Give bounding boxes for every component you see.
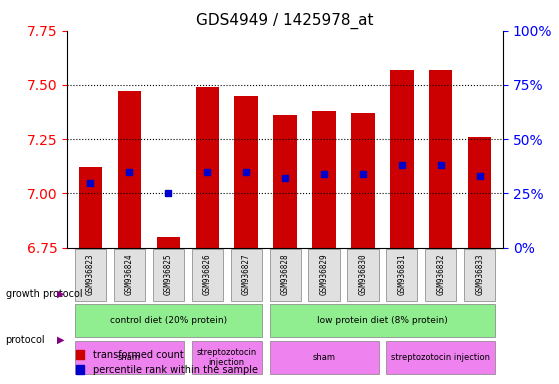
Bar (196, 87, 219, 248)
Text: GSM936830: GSM936830 (358, 254, 367, 295)
FancyBboxPatch shape (231, 249, 262, 301)
FancyBboxPatch shape (269, 249, 301, 301)
Text: sham: sham (312, 353, 335, 362)
Bar (468, 137, 491, 248)
FancyBboxPatch shape (269, 341, 378, 374)
FancyBboxPatch shape (464, 249, 495, 301)
Text: sham: sham (118, 353, 141, 362)
FancyBboxPatch shape (347, 249, 378, 301)
Bar (351, 113, 375, 248)
Text: low protein diet (8% protein): low protein diet (8% protein) (317, 316, 448, 325)
Bar (429, 70, 452, 248)
Text: GSM936828: GSM936828 (281, 254, 290, 295)
Text: streptozotocin injection: streptozotocin injection (391, 353, 490, 362)
Bar (157, 237, 180, 248)
FancyBboxPatch shape (75, 304, 262, 337)
Bar (234, 96, 258, 248)
FancyBboxPatch shape (75, 341, 184, 374)
Bar (390, 70, 414, 248)
Text: GSM936825: GSM936825 (164, 254, 173, 295)
FancyBboxPatch shape (75, 249, 106, 301)
Text: GSM936824: GSM936824 (125, 254, 134, 295)
Text: protocol: protocol (6, 335, 45, 345)
FancyBboxPatch shape (153, 249, 184, 301)
FancyBboxPatch shape (269, 304, 495, 337)
Bar (273, 115, 297, 248)
Text: growth protocol: growth protocol (6, 289, 82, 299)
Text: GSM936832: GSM936832 (437, 254, 446, 295)
FancyBboxPatch shape (114, 249, 145, 301)
Text: GSM936827: GSM936827 (241, 254, 250, 295)
FancyBboxPatch shape (386, 249, 418, 301)
Text: GSM936823: GSM936823 (86, 254, 95, 295)
Bar (79, 167, 102, 248)
FancyBboxPatch shape (309, 249, 339, 301)
Title: GDS4949 / 1425978_at: GDS4949 / 1425978_at (196, 13, 374, 29)
Text: ▶: ▶ (57, 335, 64, 345)
FancyBboxPatch shape (425, 249, 456, 301)
FancyBboxPatch shape (192, 341, 262, 374)
Text: GSM936833: GSM936833 (475, 254, 484, 295)
Text: GSM936826: GSM936826 (203, 254, 212, 295)
FancyBboxPatch shape (192, 249, 223, 301)
Legend: transformed count, percentile rank within the sample: transformed count, percentile rank withi… (72, 346, 262, 379)
Text: streptozotocin
injection: streptozotocin injection (197, 348, 257, 367)
Bar (312, 111, 336, 248)
FancyBboxPatch shape (386, 341, 495, 374)
Text: GSM936829: GSM936829 (320, 254, 329, 295)
Text: ▶: ▶ (57, 289, 64, 299)
Bar (118, 91, 141, 248)
Text: control diet (20% protein): control diet (20% protein) (110, 316, 227, 325)
Text: GSM936831: GSM936831 (397, 254, 406, 295)
